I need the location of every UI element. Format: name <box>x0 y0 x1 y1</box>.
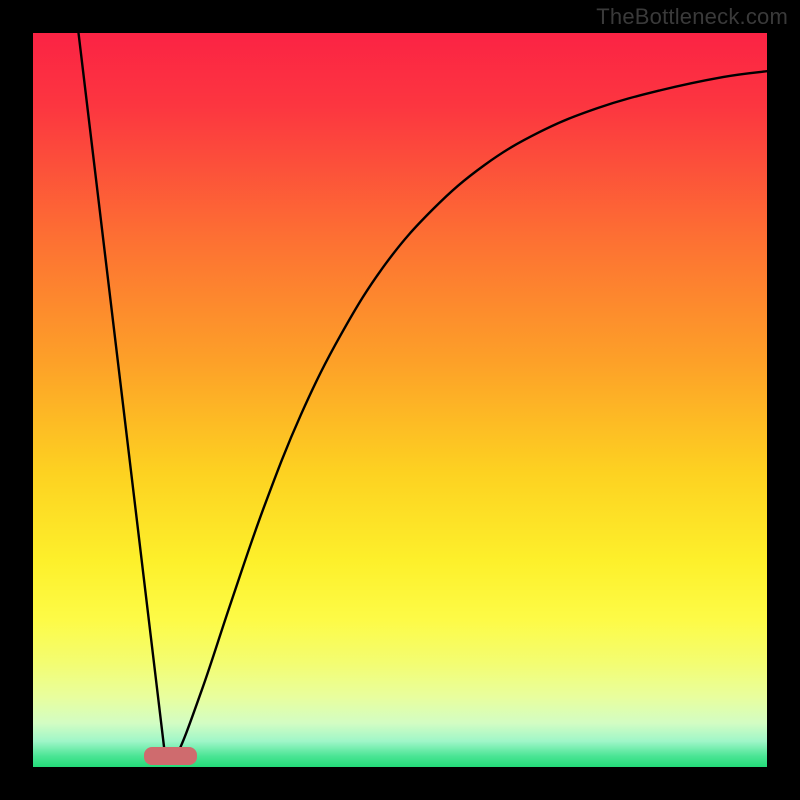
gradient-background <box>33 33 767 767</box>
chart-svg <box>33 33 767 767</box>
chart-frame: TheBottleneck.com <box>0 0 800 800</box>
dip-marker <box>144 747 197 765</box>
plot-area <box>33 33 767 767</box>
watermark-text: TheBottleneck.com <box>596 4 788 30</box>
